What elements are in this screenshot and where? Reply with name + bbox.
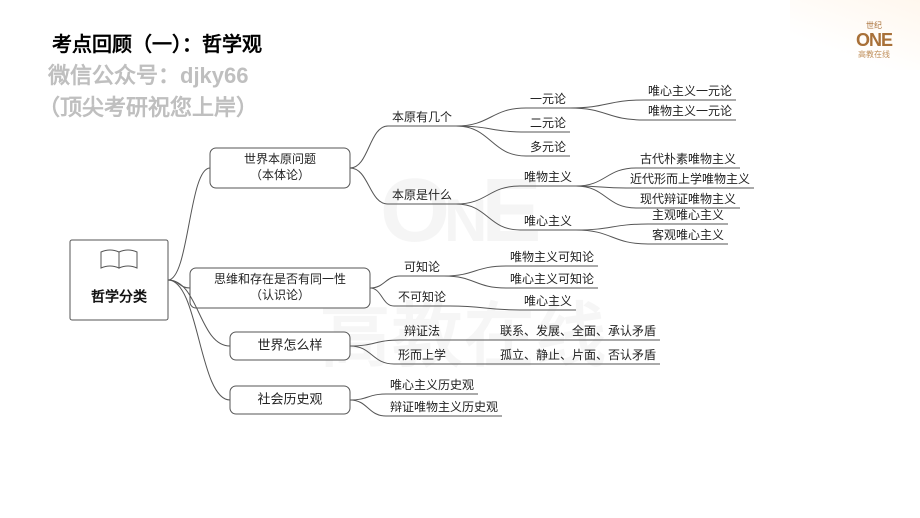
svg-text:现代辩证唯物主义: 现代辩证唯物主义 — [640, 192, 736, 206]
svg-text:社会历史观: 社会历史观 — [257, 391, 322, 406]
svg-text:思维和存在是否有同一性: 思维和存在是否有同一性 — [214, 272, 346, 286]
svg-text:近代形而上学唯物主义: 近代形而上学唯物主义 — [630, 171, 750, 186]
svg-text:客观唯心主义: 客观唯心主义 — [652, 227, 724, 242]
svg-text:不可知论: 不可知论 — [398, 290, 446, 304]
svg-text:世界怎么样: 世界怎么样 — [257, 337, 322, 352]
svg-text:唯物主义: 唯物主义 — [524, 170, 572, 184]
svg-text:（本体论）: （本体论） — [250, 168, 310, 182]
svg-text:主观唯心主义: 主观唯心主义 — [652, 208, 724, 222]
svg-text:唯心主义一元论: 唯心主义一元论 — [648, 84, 732, 98]
svg-text:孤立、静止、片面、否认矛盾: 孤立、静止、片面、否认矛盾 — [500, 347, 656, 362]
svg-text:二元论: 二元论 — [530, 116, 566, 130]
svg-text:世界本原问题: 世界本原问题 — [244, 152, 316, 166]
svg-text:可知论: 可知论 — [404, 260, 440, 274]
svg-text:古代朴素唯物主义: 古代朴素唯物主义 — [640, 151, 736, 166]
svg-text:唯心主义历史观: 唯心主义历史观 — [390, 378, 474, 392]
svg-text:唯心主义可知论: 唯心主义可知论 — [510, 272, 594, 286]
svg-text:唯物主义可知论: 唯物主义可知论 — [510, 250, 594, 264]
svg-text:多元论: 多元论 — [530, 140, 566, 154]
svg-text:（认识论）: （认识论） — [250, 288, 310, 302]
svg-text:本原有几个: 本原有几个 — [392, 110, 452, 124]
svg-text:唯物主义一元论: 唯物主义一元论 — [648, 104, 732, 118]
svg-text:联系、发展、全面、承认矛盾: 联系、发展、全面、承认矛盾 — [500, 323, 656, 338]
svg-text:哲学分类: 哲学分类 — [91, 289, 148, 305]
svg-text:一元论: 一元论 — [530, 92, 566, 106]
mindmap-diagram: 哲学分类 世界本原问题 （本体论） 思维和存在是否有同一性 （认识论） 世界怎么样社会历史… — [0, 0, 920, 518]
svg-text:唯心主义: 唯心主义 — [524, 294, 572, 308]
svg-text:辩证唯物主义历史观: 辩证唯物主义历史观 — [390, 400, 498, 414]
svg-text:辩证法: 辩证法 — [404, 324, 440, 338]
svg-text:唯心主义: 唯心主义 — [524, 214, 572, 228]
svg-text:本原是什么: 本原是什么 — [392, 188, 452, 202]
svg-text:形而上学: 形而上学 — [398, 347, 446, 362]
